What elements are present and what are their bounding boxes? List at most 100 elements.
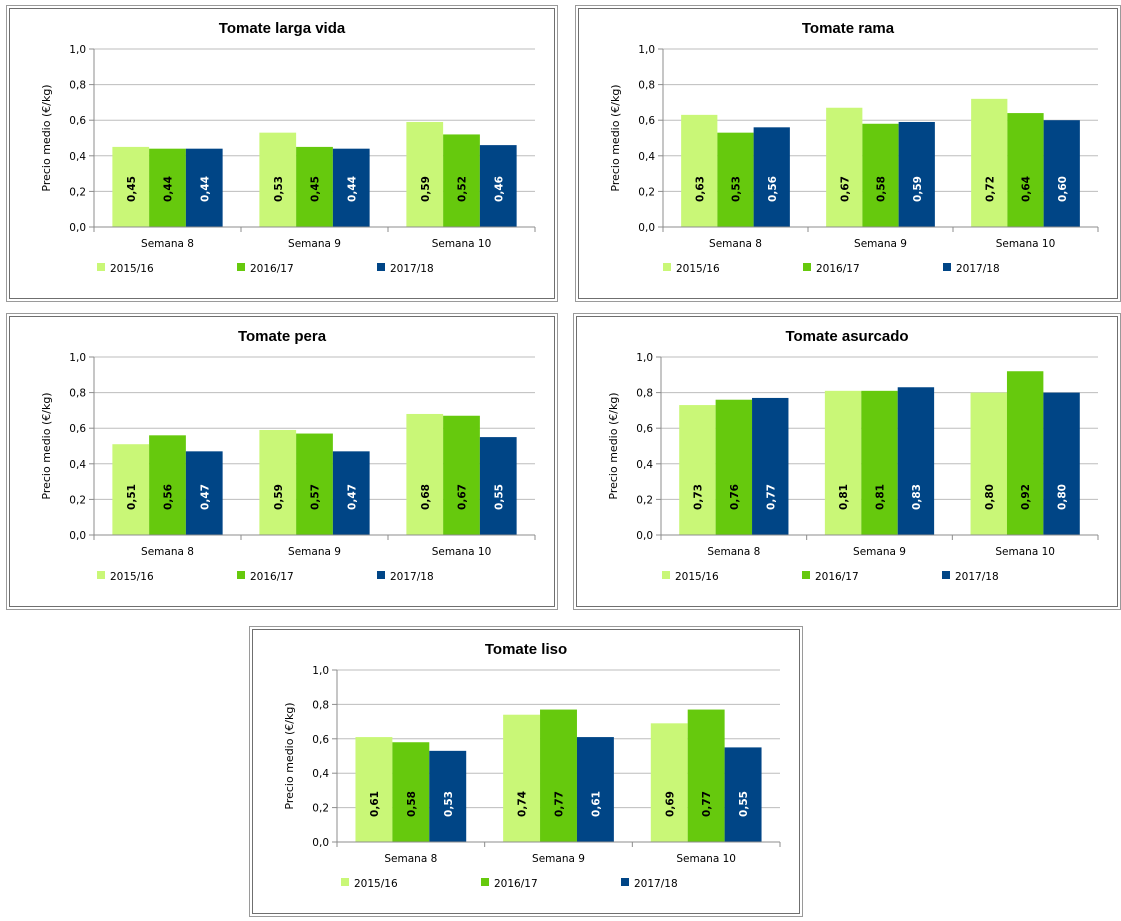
data-label: 0,77	[701, 791, 713, 817]
x-category-label: Semana 10	[432, 238, 492, 250]
legend-swatch-2015-16	[663, 263, 671, 271]
y-tick-label: 1,0	[69, 352, 86, 364]
legend-label: 2016/17	[815, 571, 859, 583]
data-label: 0,44	[199, 176, 211, 202]
data-label: 0,55	[493, 484, 505, 510]
legend-label: 2017/18	[956, 263, 1000, 275]
bar-2016-17-semana-10	[687, 709, 725, 842]
bar-2017-18-semana-9	[898, 121, 935, 227]
bar-2017-18-semana-8	[185, 148, 223, 227]
legend-label: 2017/18	[634, 878, 678, 890]
data-label: 0,46	[493, 176, 505, 202]
y-tick-label: 0,2	[638, 186, 655, 198]
data-label: 0,44	[346, 176, 358, 202]
y-axis-title: Precio medio (€/kg)	[607, 392, 620, 499]
legend-label: 2017/18	[955, 571, 999, 583]
y-tick-label: 0,2	[312, 803, 329, 815]
legend-swatch-2017-18	[621, 878, 629, 886]
y-tick-label: 0,8	[69, 80, 86, 92]
legend-swatch-2015-16	[341, 878, 349, 886]
bar-2015-16-semana-10	[971, 98, 1008, 227]
x-category-label: Semana 10	[995, 546, 1055, 558]
y-axis-title: Precio medio (€/kg)	[40, 392, 53, 499]
data-label: 0,56	[767, 176, 779, 202]
data-label: 0,59	[912, 176, 924, 202]
x-category-label: Semana 9	[854, 238, 907, 250]
bar-2015-16-semana-9	[503, 714, 541, 842]
bar-2015-16-semana-8	[112, 444, 150, 535]
bar-2016-17-semana-9	[540, 709, 577, 842]
bar-2017-18-semana-10	[1043, 392, 1080, 535]
bar-2015-16-semana-8	[112, 146, 150, 227]
chart-frame-inner	[9, 316, 555, 607]
bar-2017-18-semana-8	[429, 750, 467, 842]
data-label: 0,45	[310, 176, 322, 202]
chart-panel-pera: Tomate pera 0,0 0,2 0,4 0,6 0,8 1,0 Precio medi…	[6, 313, 558, 610]
bar-2017-18-semana-10	[479, 145, 517, 227]
data-label: 0,61	[369, 791, 381, 817]
data-label: 0,59	[420, 176, 432, 202]
chart-panel-rama: Tomate rama 0,0 0,2 0,4 0,6 0,8 1,0 Precio medi…	[575, 5, 1121, 302]
x-category-label: Semana 9	[288, 546, 341, 558]
bar-2015-16-semana-9	[824, 390, 862, 535]
bar-2015-16-semana-10	[406, 413, 444, 535]
legend-swatch-2017-18	[942, 571, 950, 579]
chart-title: Tomate larga vida	[219, 20, 346, 37]
y-tick-label: 0,4	[638, 151, 655, 163]
legend-label: 2016/17	[250, 263, 294, 275]
data-label: 0,67	[457, 484, 469, 510]
x-category-label: Semana 10	[432, 546, 492, 558]
x-category-label: Semana 8	[384, 853, 437, 865]
x-category-label: Semana 10	[996, 238, 1056, 250]
legend-label: 2017/18	[390, 571, 434, 583]
y-tick-label: 0,0	[636, 530, 653, 542]
data-label: 0,53	[273, 176, 285, 202]
bar-2016-17-semana-8	[149, 435, 186, 535]
data-label: 0,81	[875, 484, 887, 510]
bar-2016-17-semana-8	[715, 399, 753, 535]
y-tick-label: 0,0	[69, 530, 86, 542]
data-label: 0,92	[1020, 484, 1032, 510]
bar-2016-17-semana-10	[443, 134, 480, 227]
data-label: 0,67	[839, 176, 851, 202]
data-label: 0,55	[738, 791, 750, 817]
bar-2015-16-semana-8	[681, 114, 718, 227]
legend-label: 2015/16	[675, 571, 719, 583]
data-label: 0,69	[664, 791, 676, 817]
bar-2016-17-semana-8	[392, 742, 430, 842]
data-label: 0,52	[457, 176, 469, 202]
bar-2015-16-semana-8	[679, 405, 716, 535]
chart-liso: Tomate liso 0,0 0,2 0,4 0,6 0,8 1,0 Precio medi…	[249, 626, 803, 917]
y-tick-label: 0,0	[638, 222, 655, 234]
data-label: 0,83	[911, 484, 923, 510]
y-tick-label: 0,6	[636, 423, 653, 435]
data-label: 0,68	[420, 484, 432, 510]
y-axis-title: Precio medio (€/kg)	[283, 702, 296, 809]
bar-2015-16-semana-10	[650, 723, 688, 842]
chart-frame-inner	[578, 8, 1118, 299]
chart-frame-inner	[576, 316, 1118, 607]
bar-2017-18-semana-9	[332, 148, 370, 227]
y-tick-label: 1,0	[636, 352, 653, 364]
data-label: 0,60	[1057, 176, 1069, 202]
data-label: 0,80	[984, 484, 996, 510]
data-label: 0,44	[163, 176, 175, 202]
data-label: 0,63	[694, 176, 706, 202]
data-label: 0,74	[517, 791, 529, 817]
data-label: 0,77	[554, 791, 566, 817]
bar-2015-16-semana-10	[406, 121, 444, 227]
bar-2016-17-semana-10	[1006, 371, 1044, 535]
legend-swatch-2015-16	[97, 263, 105, 271]
y-axis-title: Precio medio (€/kg)	[40, 84, 53, 191]
y-tick-label: 0,4	[312, 768, 329, 780]
bar-2016-17-semana-9	[862, 123, 899, 227]
data-label: 0,64	[1021, 176, 1033, 202]
x-category-label: Semana 9	[532, 853, 585, 865]
data-label: 0,47	[199, 484, 211, 510]
y-tick-label: 0,6	[638, 115, 655, 127]
legend-swatch-2017-18	[943, 263, 951, 271]
chart-asurcado: Tomate asurcado 0,0 0,2 0,4 0,6 0,8 1,0 Precio …	[573, 313, 1121, 610]
y-tick-label: 0,8	[636, 388, 653, 400]
y-tick-label: 0,8	[638, 80, 655, 92]
legend-label: 2015/16	[676, 263, 720, 275]
